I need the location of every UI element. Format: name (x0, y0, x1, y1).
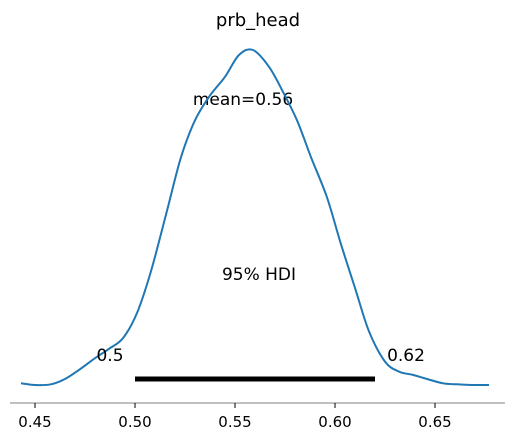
chart-title: prb_head (216, 10, 300, 31)
x-tick-label: 0.60 (318, 413, 351, 431)
hdi-low-label: 0.5 (96, 346, 123, 366)
x-tick-label: 0.55 (218, 413, 251, 431)
x-tick-label: 0.50 (118, 413, 151, 431)
mean-label: mean=0.56 (193, 90, 293, 110)
density-curve (20, 48, 490, 387)
x-axis-ticks: 0.45 0.50 0.55 0.60 0.65 (18, 403, 452, 431)
hdi-high-label: 0.62 (387, 346, 425, 366)
x-tick-label: 0.45 (18, 413, 51, 431)
x-tick-label: 0.65 (418, 413, 451, 431)
hdi-label: 95% HDI (222, 265, 296, 285)
